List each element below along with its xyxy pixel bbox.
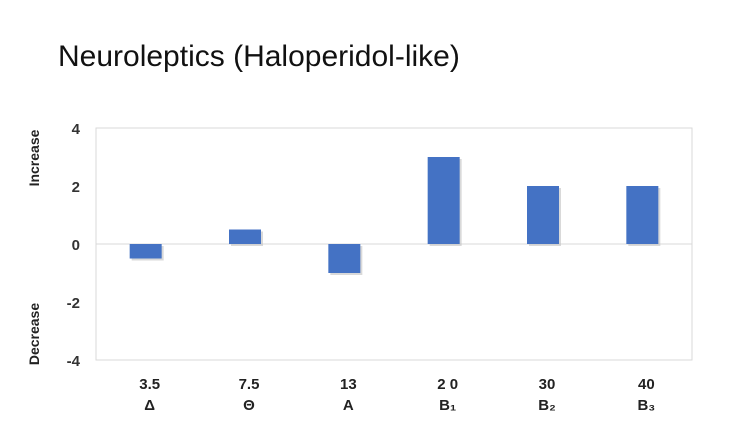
x-tick-label-number: 3.5 [139, 376, 160, 393]
x-tick-label-band: A [343, 397, 354, 414]
x-tick-label-band: B₁ [439, 397, 456, 414]
y-axis-label-increase: Increase [26, 129, 42, 187]
y-tick-label: 0 [72, 237, 80, 254]
x-tick-label-band: Θ [243, 397, 255, 414]
x-tick-label-band: Δ [144, 397, 155, 414]
chart-title: Neuroleptics (Haloperidol-like) [58, 40, 460, 73]
y-tick-label: -2 [67, 295, 80, 312]
bar [527, 186, 559, 244]
y-tick-label: -4 [67, 353, 81, 370]
bar [427, 157, 460, 244]
y-tick-label: 4 [72, 121, 81, 138]
x-tick-label-band: B₂ [538, 397, 556, 414]
x-tick-label-number: 13 [340, 376, 357, 393]
bar [129, 244, 162, 259]
y-axis-label-decrease: Decrease [26, 302, 42, 366]
bar [626, 186, 659, 244]
x-tick-label-band: B₃ [637, 397, 655, 414]
x-tick-label-number: 30 [539, 376, 556, 393]
y-tick-label: 2 [72, 179, 80, 196]
x-tick-label-number: 7.5 [239, 376, 260, 393]
bar [328, 244, 361, 273]
x-tick-label-number: 40 [638, 376, 655, 393]
x-tick-label-number: 2 0 [437, 376, 458, 393]
bar [229, 229, 261, 244]
